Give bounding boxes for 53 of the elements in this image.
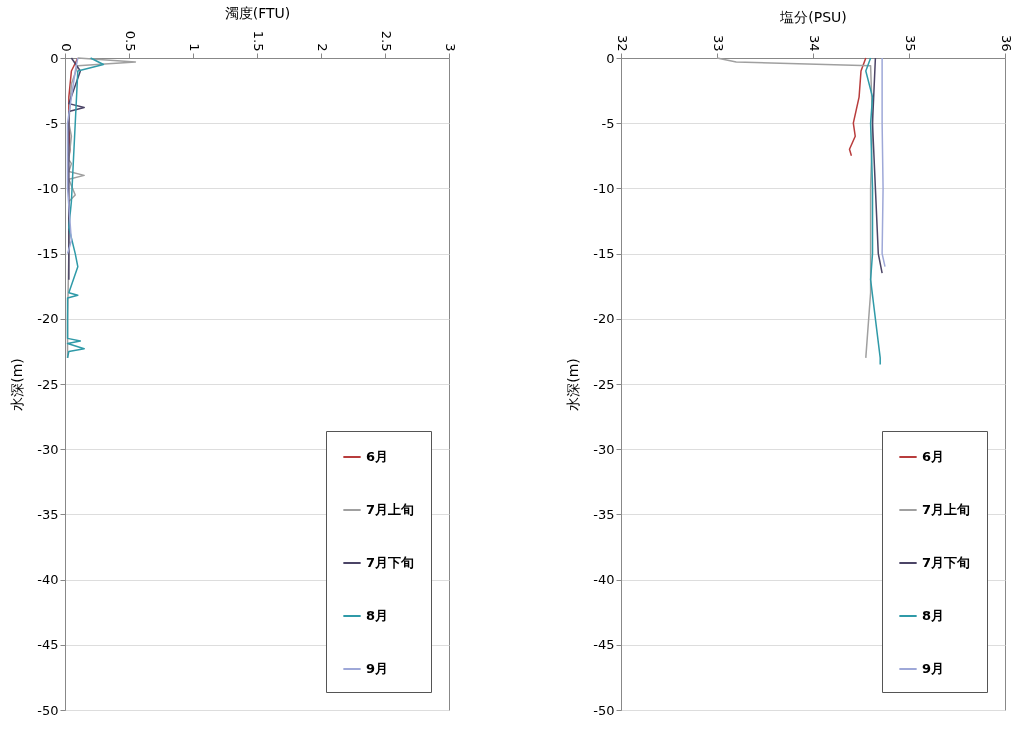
y-tick-label: -15 (593, 246, 615, 262)
line-series (68, 57, 85, 281)
y-tick-label: -35 (37, 506, 59, 522)
x-tick-label: 2.5 (378, 30, 394, 52)
line-series (881, 57, 886, 268)
x-tick-label: 1 (186, 43, 202, 52)
y-tick-label: -40 (37, 572, 59, 588)
x-tick-label: 2 (314, 43, 330, 52)
y-tick-label: -25 (37, 376, 59, 392)
legend-label: 9月 (366, 661, 389, 676)
y-tick-label: -50 (37, 702, 59, 718)
y-tick-label: -5 (601, 115, 615, 131)
x-tick-label: 35 (902, 34, 918, 52)
legend-label: 8月 (922, 608, 945, 623)
y-tick-label: -45 (37, 637, 59, 653)
x-tick-label: 1.5 (250, 30, 266, 52)
line-series (865, 57, 881, 366)
x-axis-title: 塩分(PSU) (779, 8, 847, 25)
y-tick-label: -25 (593, 376, 615, 392)
legend-label: 6月 (366, 449, 389, 464)
y-tick-label: -10 (37, 180, 59, 196)
legend-label: 6月 (922, 449, 945, 464)
legend-label: 7月上旬 (922, 502, 971, 517)
x-tick-label: 0 (58, 43, 74, 52)
x-tick-label: 34 (806, 34, 822, 52)
y-tick-label: -35 (593, 506, 615, 522)
y-tick-label: -10 (593, 180, 615, 196)
y-axis-title: 水深(m) (9, 358, 26, 411)
y-tick-label: -20 (37, 311, 59, 327)
y-axis-title: 水深(m) (565, 358, 582, 411)
y-tick-label: -5 (45, 115, 59, 131)
x-tick-label: 3 (442, 43, 458, 52)
line-series (848, 57, 867, 157)
y-tick-label: -15 (37, 246, 59, 262)
x-tick-label: 33 (710, 34, 726, 52)
x-axis-title: 濁度(FTU) (224, 4, 291, 21)
x-tick-label: 36 (998, 34, 1014, 52)
line-series (66, 57, 79, 255)
y-tick-label: -50 (593, 702, 615, 718)
line-series (871, 57, 883, 274)
x-tick-label: 32 (614, 34, 630, 52)
y-tick-label: -20 (593, 311, 615, 327)
legend-label: 7月下旬 (366, 555, 415, 570)
line-series (66, 57, 105, 359)
legend-label: 7月上旬 (366, 502, 415, 517)
legend-label: 9月 (922, 661, 945, 676)
x-tick-label: 0.5 (122, 30, 138, 52)
legend-label: 7月下旬 (922, 555, 971, 570)
y-tick-label: -30 (37, 441, 59, 457)
y-tick-label: -30 (593, 441, 615, 457)
y-tick-label: -40 (593, 572, 615, 588)
y-tick-label: -45 (593, 637, 615, 653)
legend-label: 8月 (366, 608, 389, 623)
